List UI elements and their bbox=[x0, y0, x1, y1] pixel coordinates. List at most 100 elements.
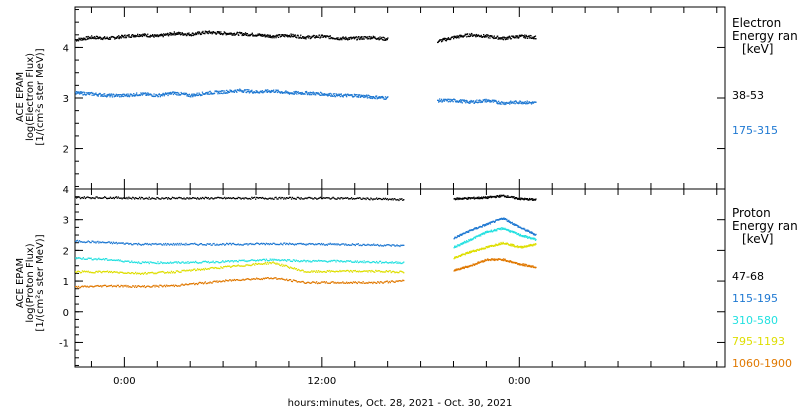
proton-series-2-point bbox=[470, 238, 472, 240]
electron-series-0-point bbox=[437, 41, 439, 43]
electron-series-1-point bbox=[170, 93, 172, 95]
proton-series-1-point bbox=[83, 241, 85, 243]
proton-series-2-point bbox=[205, 261, 207, 263]
proton-series-1-point bbox=[98, 242, 100, 244]
proton-series-4-point bbox=[375, 282, 377, 284]
proton-series-4-point bbox=[524, 265, 526, 267]
proton-series-1-point bbox=[154, 243, 156, 245]
electron-series-1-point bbox=[287, 91, 289, 93]
proton-legend-310-580: 310-580 bbox=[732, 314, 778, 327]
proton-series-0-point bbox=[348, 198, 351, 200]
proton-series-1-point bbox=[109, 242, 112, 244]
proton-series-3-point bbox=[351, 271, 354, 273]
proton-series-2-point bbox=[288, 259, 291, 261]
proton-series-3-point bbox=[454, 257, 457, 259]
electron-series-1-point bbox=[169, 91, 172, 94]
proton-series-1-point bbox=[241, 244, 243, 246]
electron-series-0-point bbox=[81, 39, 83, 41]
proton-series-0-point bbox=[248, 197, 250, 200]
electron-series-0-point bbox=[353, 37, 355, 39]
electron-series-1-point bbox=[229, 89, 231, 91]
electron-series-1-point bbox=[187, 95, 190, 97]
electron-series-1-point bbox=[89, 93, 91, 96]
proton-series-3-point bbox=[268, 262, 270, 264]
electron-series-0-point bbox=[471, 33, 473, 35]
electron-series-0-point bbox=[93, 37, 95, 40]
electron-series-1-point bbox=[251, 91, 253, 93]
electron-series-0-point bbox=[174, 32, 176, 34]
proton-series-1-point bbox=[468, 231, 470, 233]
proton-series-0-point bbox=[481, 196, 483, 198]
electron-series-0-point bbox=[444, 37, 446, 39]
proton-series-4-point bbox=[149, 286, 151, 288]
proton-series-1-point bbox=[494, 220, 496, 223]
electron-series-0-point bbox=[141, 35, 144, 38]
electron-series-0-point bbox=[272, 35, 274, 37]
electron-series-0-point bbox=[315, 35, 317, 37]
proton-series-3-point bbox=[189, 269, 191, 271]
proton-series-2-point bbox=[514, 231, 516, 234]
proton-series-3-point bbox=[179, 271, 181, 273]
proton-series-2-point bbox=[333, 259, 335, 261]
proton-series-3-point bbox=[248, 264, 250, 267]
electron-series-0-point bbox=[162, 35, 164, 37]
proton-series-1-point bbox=[199, 243, 202, 245]
electron-series-0-point bbox=[346, 37, 348, 40]
electron-series-1-point bbox=[346, 96, 348, 98]
proton-series-1-point bbox=[237, 243, 239, 245]
electron-series-1-point bbox=[297, 91, 299, 93]
proton-series-3-point bbox=[176, 270, 178, 272]
electron-series-0-point bbox=[476, 35, 478, 37]
electron-series-1-point bbox=[461, 102, 463, 104]
electron-series-1-point bbox=[345, 95, 347, 97]
proton-series-3-point bbox=[298, 269, 300, 271]
electron-series-0-point bbox=[460, 35, 462, 38]
proton-series-1-point bbox=[284, 242, 286, 244]
proton-series-2-point bbox=[271, 258, 273, 260]
proton-series-2-point bbox=[218, 262, 220, 264]
electron-series-0-point bbox=[385, 39, 387, 41]
electron-series-1-point bbox=[442, 100, 444, 102]
proton-series-0-point bbox=[250, 198, 252, 200]
proton-series-1-point bbox=[267, 243, 269, 245]
proton-series-0-point bbox=[369, 199, 371, 201]
proton-series-4-point bbox=[467, 266, 469, 269]
electron-series-0-point bbox=[289, 36, 292, 38]
electron-series-0-point bbox=[509, 37, 511, 39]
electron-series-1-point bbox=[109, 96, 111, 98]
proton-series-0-point bbox=[499, 194, 501, 197]
electron-series-1-point bbox=[182, 93, 185, 95]
electron-series-0-point bbox=[229, 33, 231, 35]
proton-series-2-point bbox=[393, 262, 395, 264]
proton-series-0-point bbox=[282, 197, 284, 199]
proton-series-2-point bbox=[221, 261, 223, 263]
electron-series-0-point bbox=[533, 37, 535, 39]
proton-series-2-point bbox=[325, 260, 327, 263]
proton-series-2-point bbox=[207, 260, 209, 263]
proton-series-1-point bbox=[262, 242, 265, 245]
proton-series-2-point bbox=[398, 262, 400, 264]
proton-series-3-point bbox=[235, 265, 237, 267]
proton-series-4-point bbox=[218, 280, 220, 282]
proton-series-1-point bbox=[95, 242, 97, 244]
electron-series-0-point bbox=[153, 36, 155, 38]
proton-series-0-point bbox=[264, 197, 266, 199]
electron-series-1-point bbox=[500, 103, 502, 105]
proton-series-3-point bbox=[530, 244, 533, 247]
proton-series-3-point bbox=[221, 267, 223, 269]
electron-series-0-point bbox=[345, 37, 347, 39]
proton-series-3-point bbox=[245, 264, 247, 266]
proton-series-3-point bbox=[378, 270, 380, 272]
electron-series-0-point bbox=[260, 33, 262, 36]
proton-series-4-point bbox=[327, 282, 329, 284]
electron-series-1-point bbox=[188, 93, 190, 95]
proton-series-4-point bbox=[206, 282, 208, 285]
proton-series-4-point bbox=[127, 285, 129, 287]
proton-series-4-point bbox=[116, 284, 118, 287]
electron-series-0-point bbox=[353, 38, 356, 40]
proton-series-4-point bbox=[266, 277, 268, 279]
proton-series-4-point bbox=[347, 282, 349, 284]
proton-series-2-point bbox=[501, 228, 504, 230]
proton-series-2-point bbox=[197, 262, 199, 264]
